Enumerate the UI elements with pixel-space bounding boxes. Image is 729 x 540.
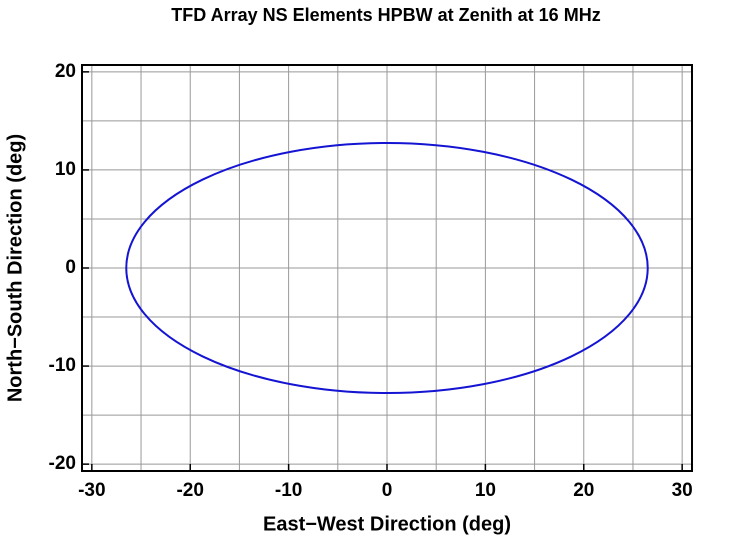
x-tick-label: -30 [78,480,105,501]
y-tick-label: -10 [49,355,76,376]
y-tick-label: 20 [55,61,76,82]
y-tick-label: 0 [65,257,76,278]
y-tick-label: 10 [55,159,76,180]
ellipse-curve [125,141,649,395]
y-tick-label: -20 [49,453,76,474]
x-tick-label: -10 [275,480,302,501]
x-tick-label: 30 [672,480,693,501]
plot-frame [81,64,693,472]
x-tick-label: -20 [176,480,203,501]
x-tick-label: 0 [382,480,393,501]
chart-title: TFD Array NS Elements HPBW at Zenith at … [171,5,600,25]
x-tick-label: 20 [573,480,594,501]
y-axis-label: North−South Direction (deg) [4,134,26,402]
x-axis-label: East−West Direction (deg) [263,513,511,535]
x-tick-label: 10 [475,480,496,501]
